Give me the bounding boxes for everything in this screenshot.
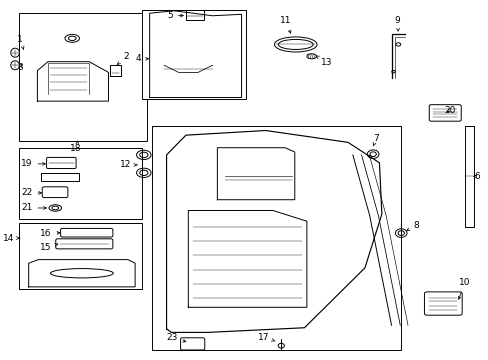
Text: 16: 16 — [41, 229, 60, 238]
Text: 22: 22 — [21, 188, 41, 197]
Text: 8: 8 — [406, 221, 418, 230]
Bar — [464, 126, 473, 226]
Bar — [152, 126, 400, 350]
Text: 6: 6 — [473, 172, 480, 181]
Text: 1: 1 — [17, 35, 24, 49]
Text: 21: 21 — [21, 203, 46, 212]
Text: 19: 19 — [21, 159, 45, 168]
Text: 14: 14 — [3, 234, 20, 243]
Bar — [19, 13, 147, 140]
Text: 18: 18 — [70, 141, 81, 153]
Text: 2: 2 — [117, 52, 128, 64]
Text: 20: 20 — [444, 105, 455, 114]
Text: 5: 5 — [167, 10, 183, 19]
Text: 15: 15 — [41, 243, 58, 252]
Text: 12: 12 — [120, 161, 137, 170]
Text: 10: 10 — [457, 278, 470, 299]
Bar — [19, 148, 142, 220]
Text: 23: 23 — [166, 333, 185, 342]
Bar — [185, 10, 204, 21]
Text: 11: 11 — [280, 16, 291, 33]
Text: 17: 17 — [258, 333, 274, 342]
Bar — [19, 223, 142, 289]
Text: 3: 3 — [17, 63, 23, 72]
Bar — [142, 10, 246, 99]
Text: 9: 9 — [394, 16, 399, 31]
Text: 4: 4 — [135, 54, 148, 63]
Text: 7: 7 — [372, 134, 378, 146]
Text: 13: 13 — [315, 56, 332, 67]
Bar — [41, 173, 80, 181]
